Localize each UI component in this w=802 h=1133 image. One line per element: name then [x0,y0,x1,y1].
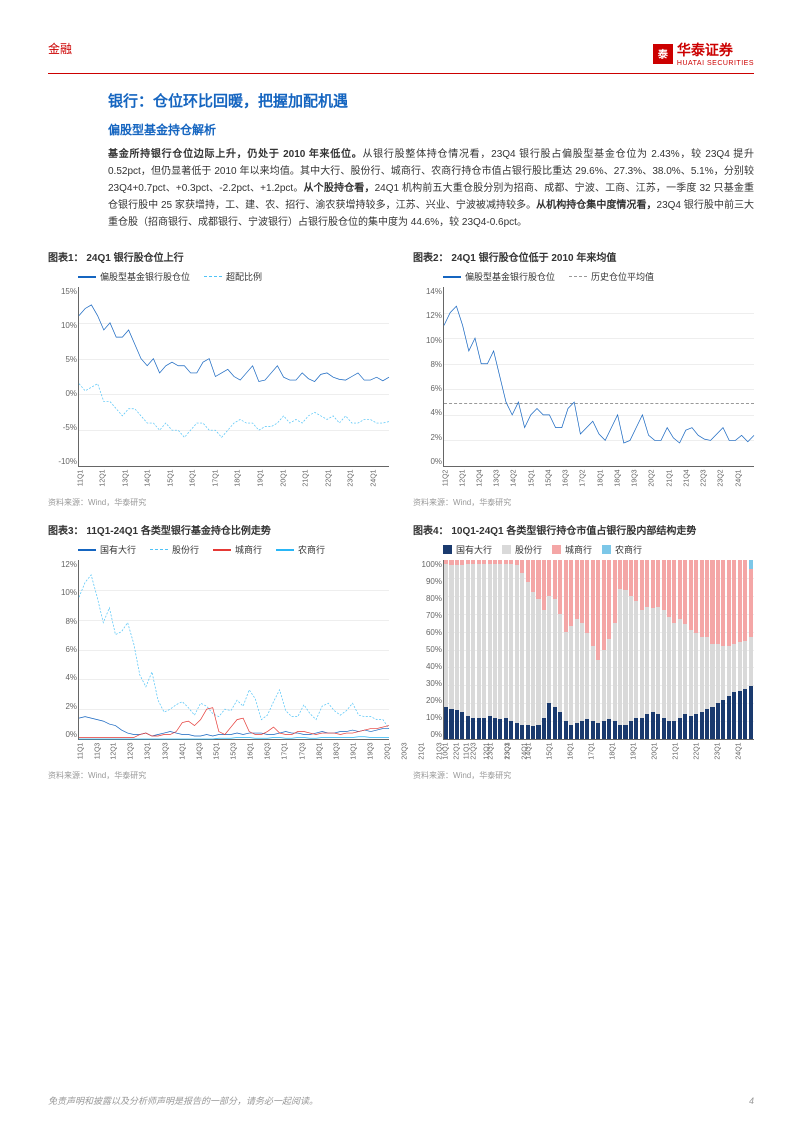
chart1-legend: 偏股型基金银行股仓位 超配比例 [48,270,389,283]
chart1: 图表1： 24Q1 银行股仓位上行 偏股型基金银行股仓位 超配比例 15%10%… [48,249,389,508]
chart2-legend: 偏股型基金银行股仓位 历史仓位平均值 [413,270,754,283]
legend-label: 国有大行 [100,543,136,556]
chart4-xaxis: 10Q111Q112Q113Q114Q115Q116Q117Q118Q119Q1… [444,741,754,761]
legend-swatch [150,549,168,550]
legend-swatch [602,545,611,554]
legend-label: 农商行 [298,543,325,556]
legend-swatch [443,545,452,554]
mid-bold: 从个股持仓看， [304,183,375,194]
chart2: 图表2： 24Q1 银行股仓位低于 2010 年来均值 偏股型基金银行股仓位 历… [413,249,754,508]
chart1-yaxis: 15%10%5%0%-5%-10% [49,287,77,466]
sub-title: 偏股型基金持仓解析 [108,121,754,138]
brand-cn: 华泰证券 [677,40,754,60]
legend-swatch [204,276,222,277]
chart1-title: 图表1： 24Q1 银行股仓位上行 [48,249,389,264]
page-number: 4 [749,1096,754,1106]
chart1-source: 资料来源：Wind，华泰研究 [48,497,389,508]
legend-label: 城商行 [235,543,262,556]
page-footer: 免责声明和披露以及分析师声明是报告的一部分，请务必一起阅读。 4 [48,1094,754,1107]
category-label: 金融 [48,40,72,57]
legend-swatch [443,276,461,278]
legend-swatch [502,545,511,554]
chart3-source: 资料来源：Wind，华泰研究 [48,770,389,781]
charts-grid: 图表1： 24Q1 银行股仓位上行 偏股型基金银行股仓位 超配比例 15%10%… [48,249,754,781]
page-header: 金融 泰 华泰证券 HUATAI SECURITIES [48,40,754,74]
chart3-title: 图表3： 11Q1-24Q1 各类型银行基金持仓比例走势 [48,522,389,537]
chart3-canvas: 12%10%8%6%4%2%0% 11Q111Q312Q112Q313Q113Q… [78,560,389,740]
legend-swatch [569,276,587,277]
chart4-legend: 国有大行 股份行 城商行 农商行 [413,543,754,556]
chart3-yaxis: 12%10%8%6%4%2%0% [49,560,77,739]
chart2-canvas: 14%12%10%8%6%4%2%0% 11Q212Q112Q413Q314Q2… [443,287,754,467]
chart3-legend: 国有大行 股份行 城商行 农商行 [48,543,389,556]
brand-logo: 泰 华泰证券 HUATAI SECURITIES [653,40,754,67]
logo-icon: 泰 [653,44,673,64]
chart2-yaxis: 14%12%10%8%6%4%2%0% [414,287,442,466]
chart4-canvas: 100%90%80%70%60%50%40%30%20%10%0% 10Q111… [443,560,754,740]
legend-label: 国有大行 [456,543,492,556]
legend-swatch [276,549,294,551]
legend-label: 偏股型基金银行股仓位 [100,270,190,283]
legend-label: 农商行 [615,543,642,556]
chart4-title: 图表4： 10Q1-24Q1 各类型银行持仓市值占银行股内部结构走势 [413,522,754,537]
chart2-source: 资料来源：Wind，华泰研究 [413,497,754,508]
disclaimer: 免责声明和披露以及分析师声明是报告的一部分，请务必一起阅读。 [48,1094,318,1107]
body-paragraph: 基金所持银行仓位边际上升，仍处于 2010 年来低位。从银行股整体持仓情况看，2… [108,146,754,231]
legend-label: 股份行 [172,543,199,556]
chart3: 图表3： 11Q1-24Q1 各类型银行基金持仓比例走势 国有大行 股份行 城商… [48,522,389,781]
legend-label: 偏股型基金银行股仓位 [465,270,555,283]
title-section: 银行：仓位环比回暖，把握加配机遇 偏股型基金持仓解析 基金所持银行仓位边际上升，… [48,90,754,231]
lead-bold: 基金所持银行仓位边际上升，仍处于 2010 年来低位。 [108,149,362,160]
chart1-canvas: 15%10%5%0%-5%-10% 11Q112Q113Q114Q115Q116… [78,287,389,467]
legend-swatch [78,276,96,278]
end-bold: 从机构持仓集中度情况看， [536,200,656,211]
legend-swatch [552,545,561,554]
chart1-xaxis: 11Q112Q113Q114Q115Q116Q117Q118Q119Q120Q1… [79,468,389,488]
chart3-xaxis: 11Q111Q312Q112Q313Q113Q314Q114Q315Q115Q3… [79,741,389,761]
legend-label: 超配比例 [226,270,262,283]
legend-label: 历史仓位平均值 [591,270,654,283]
chart4-yaxis: 100%90%80%70%60%50%40%30%20%10%0% [414,560,442,739]
chart2-xaxis: 11Q212Q112Q413Q314Q215Q115Q416Q317Q218Q1… [444,468,754,488]
chart2-title: 图表2： 24Q1 银行股仓位低于 2010 年来均值 [413,249,754,264]
legend-label: 城商行 [565,543,592,556]
legend-swatch [78,549,96,551]
legend-label: 股份行 [515,543,542,556]
legend-swatch [213,549,231,551]
main-title: 银行：仓位环比回暖，把握加配机遇 [108,90,754,111]
chart4: 图表4： 10Q1-24Q1 各类型银行持仓市值占银行股内部结构走势 国有大行 … [413,522,754,781]
chart4-source: 资料来源：Wind，华泰研究 [413,770,754,781]
brand-en: HUATAI SECURITIES [677,60,754,67]
